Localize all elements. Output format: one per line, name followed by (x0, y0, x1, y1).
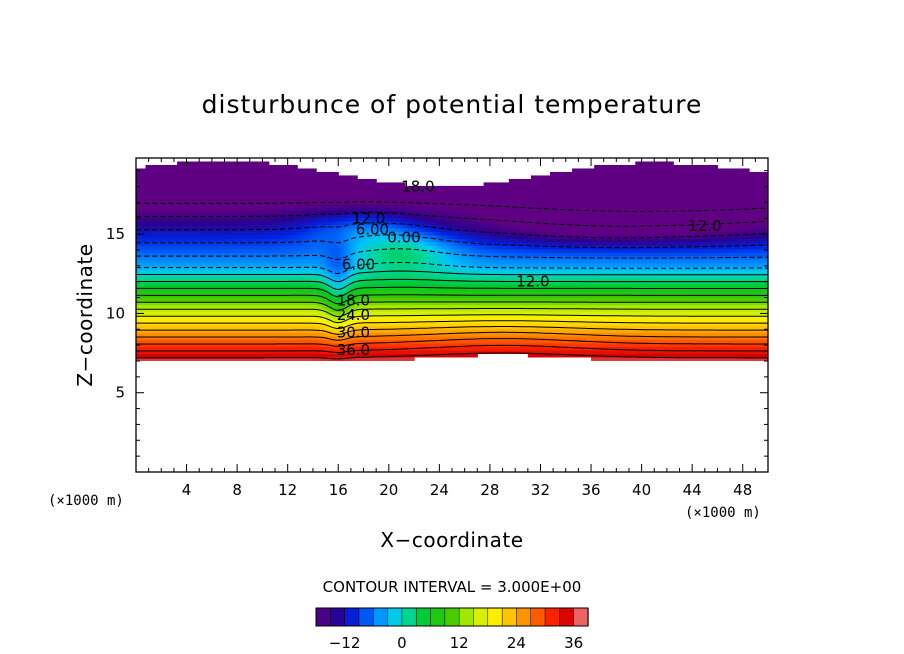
colorbar-segment (573, 607, 589, 627)
contour-line (136, 331, 768, 341)
contour-line (136, 211, 768, 227)
contour-line (136, 320, 768, 330)
contour-line (136, 262, 768, 275)
colorbar-segment (415, 607, 432, 627)
x-tick-label: 16 (329, 481, 348, 499)
contour-interval-text: CONTOUR INTERVAL = 3.000E+00 (323, 578, 582, 596)
contour-label: 24.0 (337, 306, 370, 324)
contour-line (136, 248, 768, 261)
x-tick-label: 48 (733, 481, 752, 499)
y-axis-ticks: 5 10 15 (106, 170, 768, 457)
contour-line (136, 301, 768, 311)
contour-label: 18.0 (401, 178, 434, 196)
x-axis-unit: (×1000 m) (685, 505, 761, 521)
y-axis-label: Z−coordinate (73, 243, 97, 386)
temperature-field (136, 161, 768, 361)
contour-label: 36.0 (337, 341, 370, 359)
contour-label: 6.00 (356, 220, 389, 238)
colorbar-segment (559, 607, 575, 627)
y-axis-unit: (×1000 m) (48, 493, 124, 509)
contour-line (136, 314, 768, 324)
colorbar-segment (344, 607, 360, 627)
contour-label: 0.00 (387, 228, 420, 246)
colorbar-frame (315, 607, 589, 627)
x-tick-label: 24 (430, 481, 449, 499)
contour-label: 6.00 (342, 255, 375, 273)
x-tick-label: 32 (531, 481, 550, 499)
x-tick-label: 44 (683, 481, 702, 499)
colorbar-segment (373, 607, 389, 627)
contour-line (136, 286, 768, 298)
colorbar-segment (458, 607, 475, 627)
contour-label: 12.0 (516, 273, 549, 291)
contour-labels: 18.012.06.000.006.0012.012.018.024.030.0… (337, 178, 722, 359)
contour-line (136, 270, 768, 283)
contour-label: 12.0 (688, 217, 721, 235)
colorbar-segment (315, 607, 331, 627)
x-tick-label: 8 (232, 481, 242, 499)
chart-title: disturbunce of potential temperature (202, 90, 703, 119)
contour-line (136, 352, 768, 360)
contour-line (136, 326, 768, 335)
colorbar-segment (516, 607, 532, 627)
x-axis-label: X−coordinate (380, 528, 523, 552)
colorbar-segment (530, 607, 546, 627)
colorbar-segment (387, 607, 403, 627)
contour-label: 12.0 (352, 209, 385, 227)
y-tick-label: 10 (106, 304, 125, 322)
contour-line (136, 344, 768, 354)
colorbar-segment (473, 607, 489, 627)
contour-line (136, 294, 768, 305)
contour-lines (136, 201, 768, 360)
colorbar-segment (501, 607, 518, 627)
x-tick-label: 36 (581, 481, 600, 499)
contour-label: 30.0 (337, 323, 370, 341)
colorbar-segment (358, 607, 374, 627)
x-tick-label: 28 (480, 481, 499, 499)
contour-line (136, 201, 768, 212)
colorbar-segment (330, 607, 346, 627)
colorbar-segment (487, 607, 503, 627)
colorbar-segment (401, 607, 417, 627)
y-tick-label: 5 (115, 384, 125, 402)
colorbar-segment (430, 607, 446, 627)
contour-line (136, 234, 768, 249)
colorbar-segment (444, 607, 460, 627)
x-tick-label: 12 (278, 481, 297, 499)
colorbar-tick-label: −12 (329, 634, 361, 652)
contour-line (136, 308, 768, 318)
y-tick-label: 15 (106, 225, 125, 243)
colorbar (315, 607, 589, 627)
colorbar-ticks: −12 0 12 24 36 (329, 634, 583, 652)
colorbar-segment (544, 607, 561, 627)
contour-line (136, 278, 768, 291)
colorbar-tick-label: 24 (507, 634, 526, 652)
contour-line (136, 338, 768, 347)
colorbar-tick-label: 12 (450, 634, 469, 652)
contour-line (136, 222, 768, 239)
contour-label: 18.0 (337, 292, 370, 310)
colorbar-tick-label: 0 (397, 634, 407, 652)
colorbar-tick-label: 36 (564, 634, 583, 652)
x-tick-label: 4 (182, 481, 192, 499)
x-axis-ticks: 4 8 12 16 20 24 28 32 36 40 44 48 (148, 158, 756, 499)
x-tick-label: 40 (632, 481, 651, 499)
x-tick-label: 20 (379, 481, 398, 499)
